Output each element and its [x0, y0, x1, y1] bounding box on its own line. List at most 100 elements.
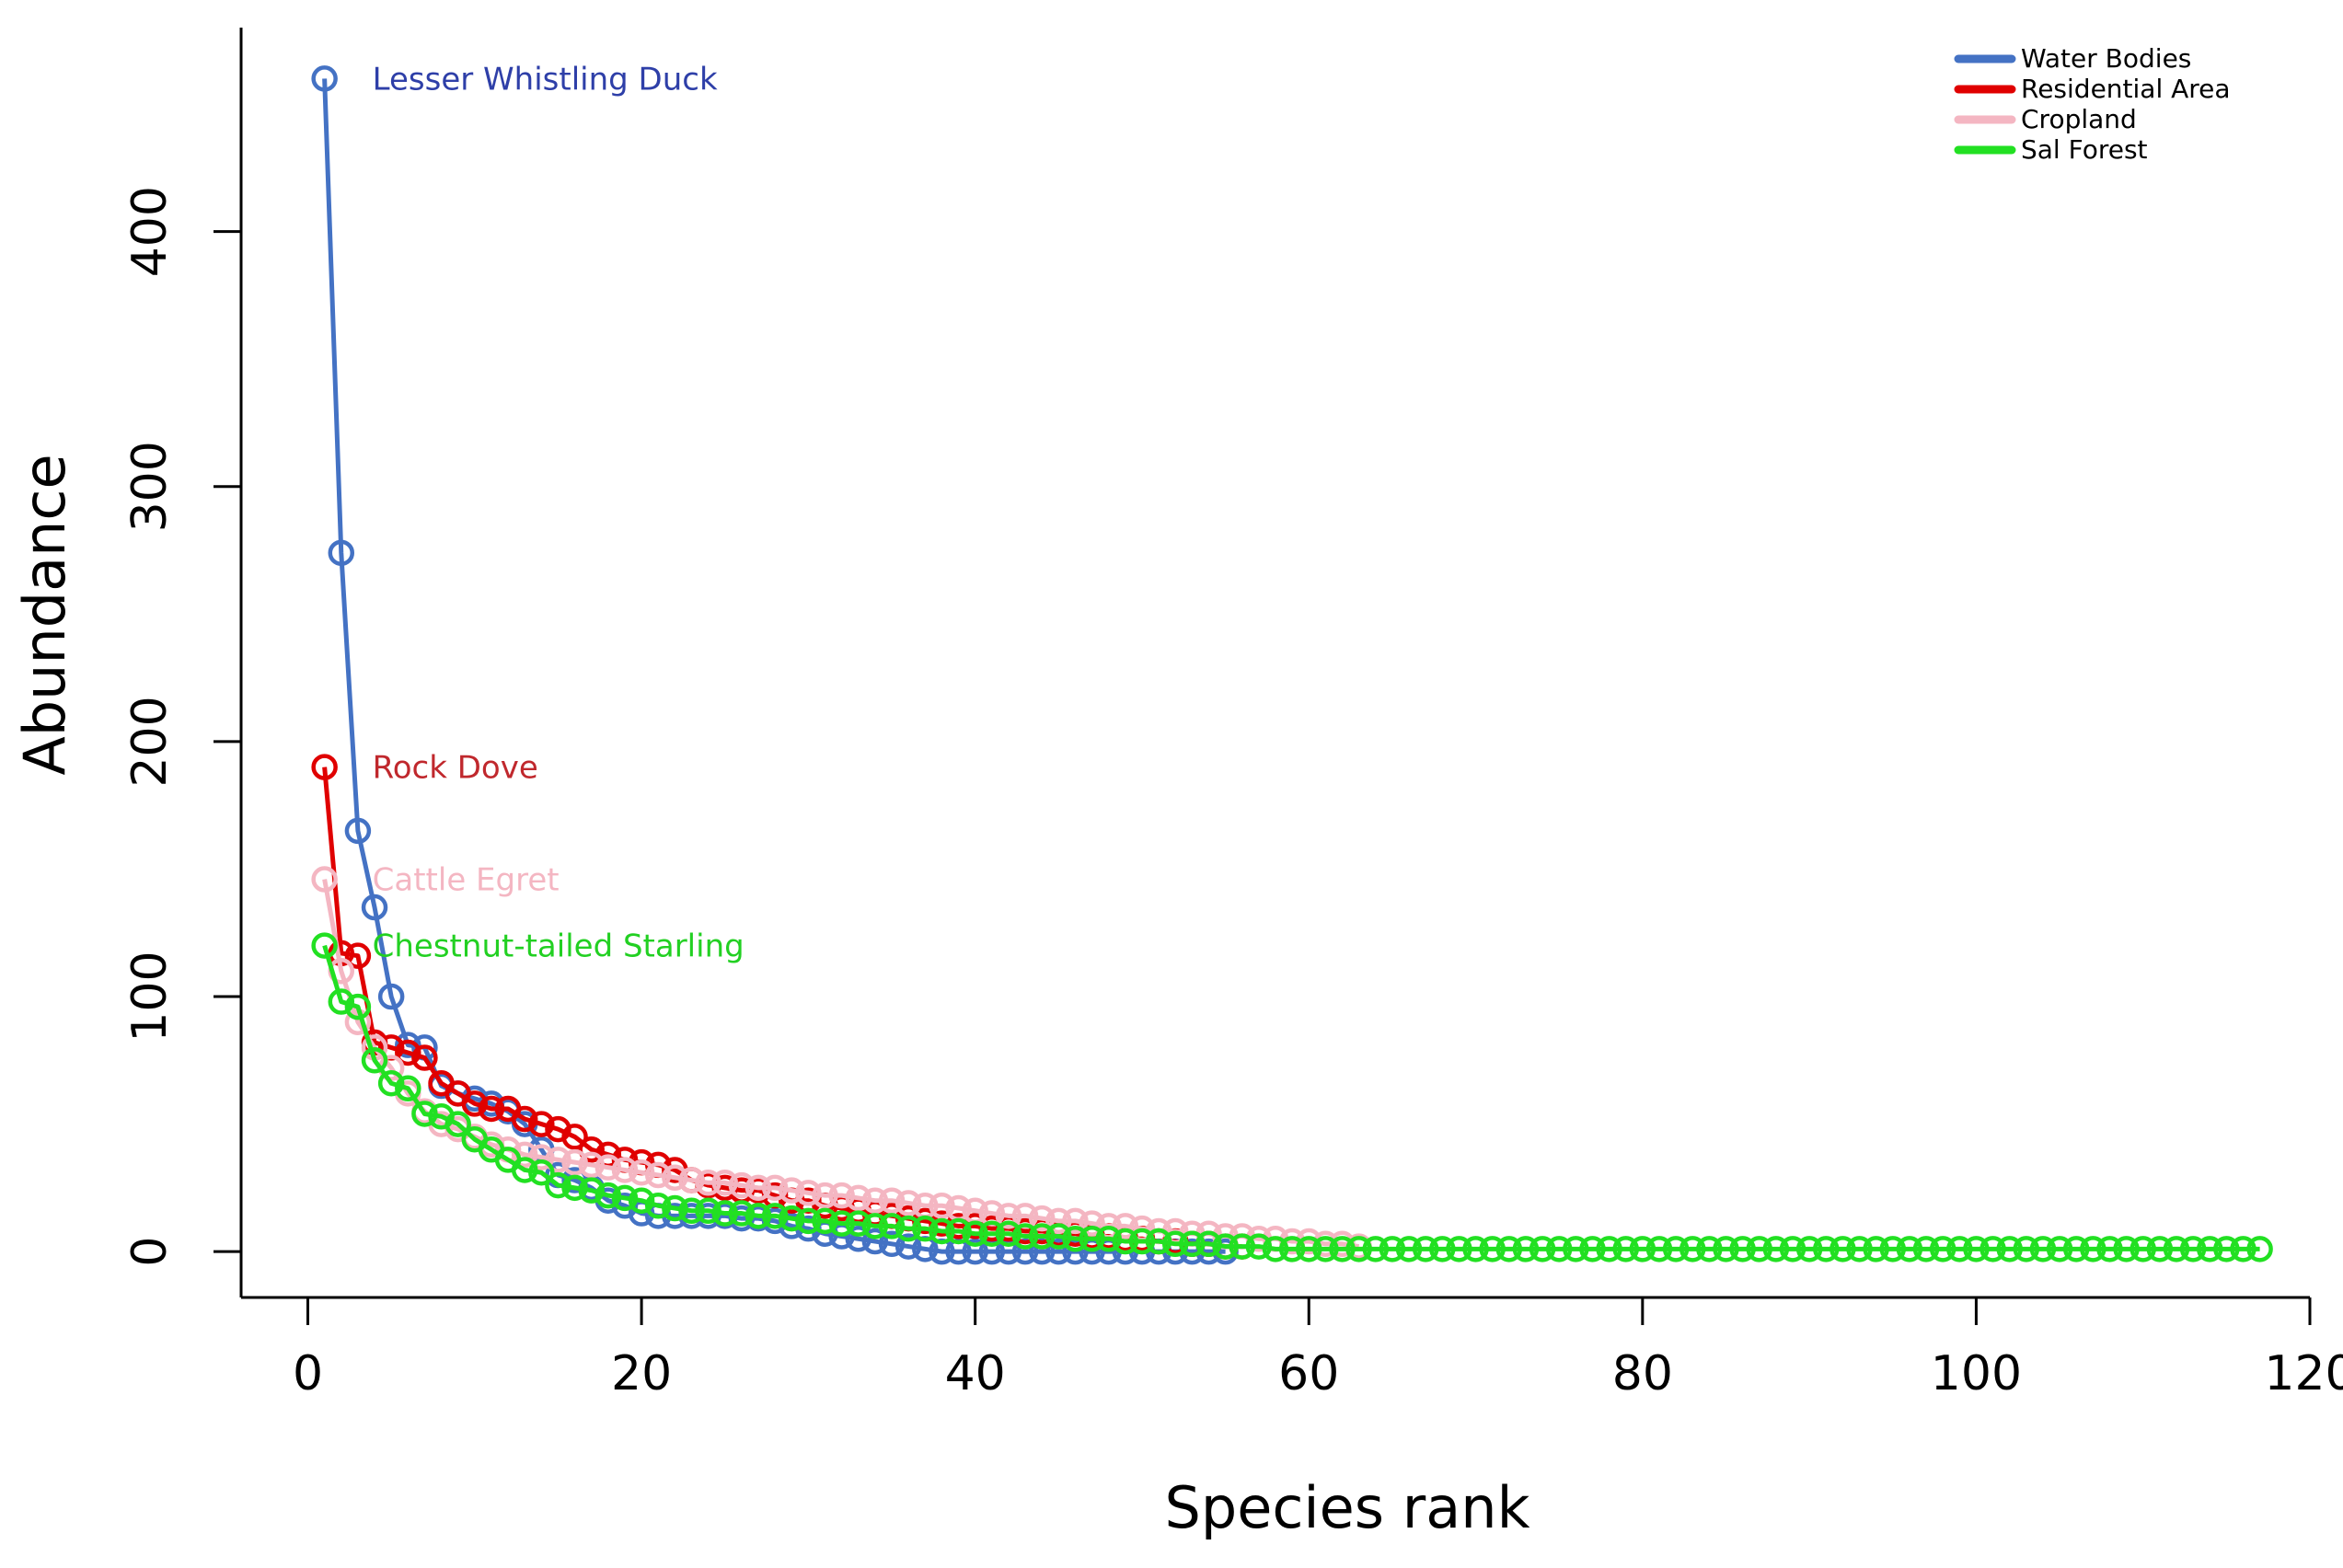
data-point — [1145, 1228, 1172, 1255]
data-point — [1896, 1236, 1923, 1262]
y-tick-label: 100 — [122, 951, 178, 1042]
data-point — [711, 1200, 738, 1227]
annotation-label: Lesser Whistling Duck — [373, 61, 718, 98]
data-point — [395, 1039, 421, 1066]
data-point — [1645, 1236, 1673, 1262]
legend-label: Water Bodies — [2021, 43, 2191, 74]
data-point — [662, 1194, 688, 1222]
data-point — [728, 1200, 756, 1227]
data-point — [1062, 1226, 1089, 1252]
data-point — [878, 1187, 906, 1214]
data-point — [1278, 1236, 1306, 1262]
data-point — [478, 1095, 505, 1123]
data-point — [1563, 1236, 1589, 1262]
data-point — [2013, 1236, 2040, 1262]
data-point — [779, 1177, 805, 1204]
data-point — [1095, 1226, 1122, 1252]
data-point — [878, 1230, 906, 1258]
data-point — [2163, 1236, 2190, 1262]
data-point — [611, 1157, 639, 1183]
data-point — [1161, 1230, 1189, 1258]
data-point — [761, 1174, 789, 1202]
data-point — [845, 1210, 872, 1237]
data-point — [828, 1182, 855, 1209]
data-point — [1662, 1236, 1690, 1262]
data-point — [511, 1157, 538, 1183]
data-point — [711, 1170, 738, 1196]
data-point — [962, 1238, 988, 1265]
data-point — [2146, 1236, 2174, 1262]
data-point — [545, 1147, 571, 1173]
data-point — [2113, 1236, 2140, 1262]
data-point — [1195, 1230, 1222, 1258]
data-point — [795, 1207, 822, 1235]
data-point — [1028, 1223, 1056, 1250]
data-point — [311, 65, 338, 92]
data-point — [1846, 1236, 1873, 1262]
data-point — [2096, 1236, 2123, 1262]
data-point — [912, 1215, 939, 1242]
data-point — [1696, 1236, 1723, 1262]
data-point — [344, 817, 372, 845]
annotations-layer: Lesser Whistling Duck Rock Dove Cattle Egr… — [373, 61, 744, 964]
data-point — [628, 1187, 655, 1214]
data-point — [1329, 1236, 1356, 1262]
data-point — [962, 1220, 988, 1247]
data-point — [311, 866, 338, 893]
data-point — [1596, 1236, 1622, 1262]
data-point — [2246, 1236, 2273, 1262]
data-point — [1612, 1236, 1639, 1262]
x-tick-label: 80 — [1612, 1346, 1673, 1401]
data-point — [1479, 1236, 1506, 1262]
data-point — [328, 539, 355, 567]
data-point — [978, 1220, 1006, 1247]
data-point — [795, 1180, 822, 1206]
data-point — [561, 1148, 588, 1176]
data-point — [644, 1192, 672, 1219]
data-point — [1312, 1236, 1339, 1262]
data-point — [344, 993, 372, 1020]
data-point — [344, 942, 372, 969]
data-point — [894, 1190, 922, 1216]
data-point — [945, 1217, 972, 1245]
data-point — [2196, 1236, 2223, 1262]
data-point — [511, 1105, 538, 1133]
data-point — [779, 1205, 805, 1232]
annotation-label: Cattle Egret — [373, 862, 560, 899]
data-point — [2230, 1236, 2256, 1262]
data-point — [1946, 1236, 1973, 1262]
data-point — [2129, 1236, 2156, 1262]
data-point — [611, 1184, 639, 1212]
data-point — [1929, 1236, 1956, 1262]
legend-label: Sal Forest — [2021, 134, 2148, 165]
data-point — [561, 1124, 588, 1150]
data-point — [1829, 1236, 1856, 1262]
data-point — [845, 1226, 872, 1252]
data-point — [812, 1207, 838, 1235]
data-point — [995, 1203, 1022, 1229]
data-point — [761, 1203, 789, 1229]
y-axis-title: Abundance — [11, 454, 78, 775]
data-point — [1079, 1210, 1105, 1237]
data-point — [1395, 1236, 1423, 1262]
legend-label: Cropland — [2021, 104, 2137, 134]
data-point — [1529, 1236, 1556, 1262]
data-point — [1379, 1236, 1406, 1262]
data-point — [1863, 1236, 1889, 1262]
data-point — [861, 1213, 889, 1239]
data-point — [594, 1182, 622, 1209]
data-point — [1762, 1236, 1790, 1262]
data-point — [511, 1141, 538, 1169]
x-tick-label: 0 — [293, 1346, 323, 1401]
data-point — [695, 1170, 721, 1196]
x-tick-label: 60 — [1278, 1346, 1339, 1401]
data-point — [411, 1101, 438, 1127]
data-point — [1729, 1236, 1756, 1262]
data-point — [1045, 1207, 1072, 1235]
annotation-label: Chestnut-tailed Starling — [373, 928, 744, 965]
data-point — [1079, 1226, 1105, 1252]
series-line — [322, 78, 1226, 1254]
data-point — [1713, 1236, 1739, 1262]
